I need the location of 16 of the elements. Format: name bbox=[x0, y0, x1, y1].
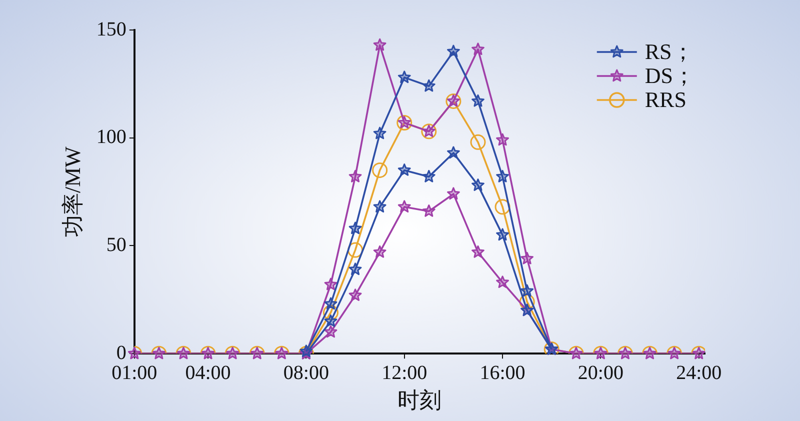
legend-label: RS； bbox=[644, 38, 694, 64]
x-tick-label: 04:00 bbox=[185, 362, 231, 384]
y-tick-label: 150 bbox=[96, 18, 126, 40]
y-tick-label: 100 bbox=[96, 126, 126, 148]
x-tick-label: 12:00 bbox=[382, 362, 428, 384]
x-tick-label: 16:00 bbox=[480, 362, 526, 384]
x-tick-label: 08:00 bbox=[283, 362, 329, 384]
y-tick-label: 50 bbox=[106, 234, 126, 256]
x-axis-title: 时刻 bbox=[398, 388, 442, 413]
x-tick-label: 24:00 bbox=[676, 362, 722, 384]
legend-label: RRS bbox=[644, 86, 686, 112]
legend-label: DS； bbox=[644, 62, 695, 88]
y-axis-title: 功率/MW bbox=[60, 146, 85, 238]
x-tick-label: 20:00 bbox=[578, 362, 624, 384]
x-tick-label: 01:00 bbox=[112, 362, 158, 384]
y-tick-label: 0 bbox=[116, 342, 126, 364]
